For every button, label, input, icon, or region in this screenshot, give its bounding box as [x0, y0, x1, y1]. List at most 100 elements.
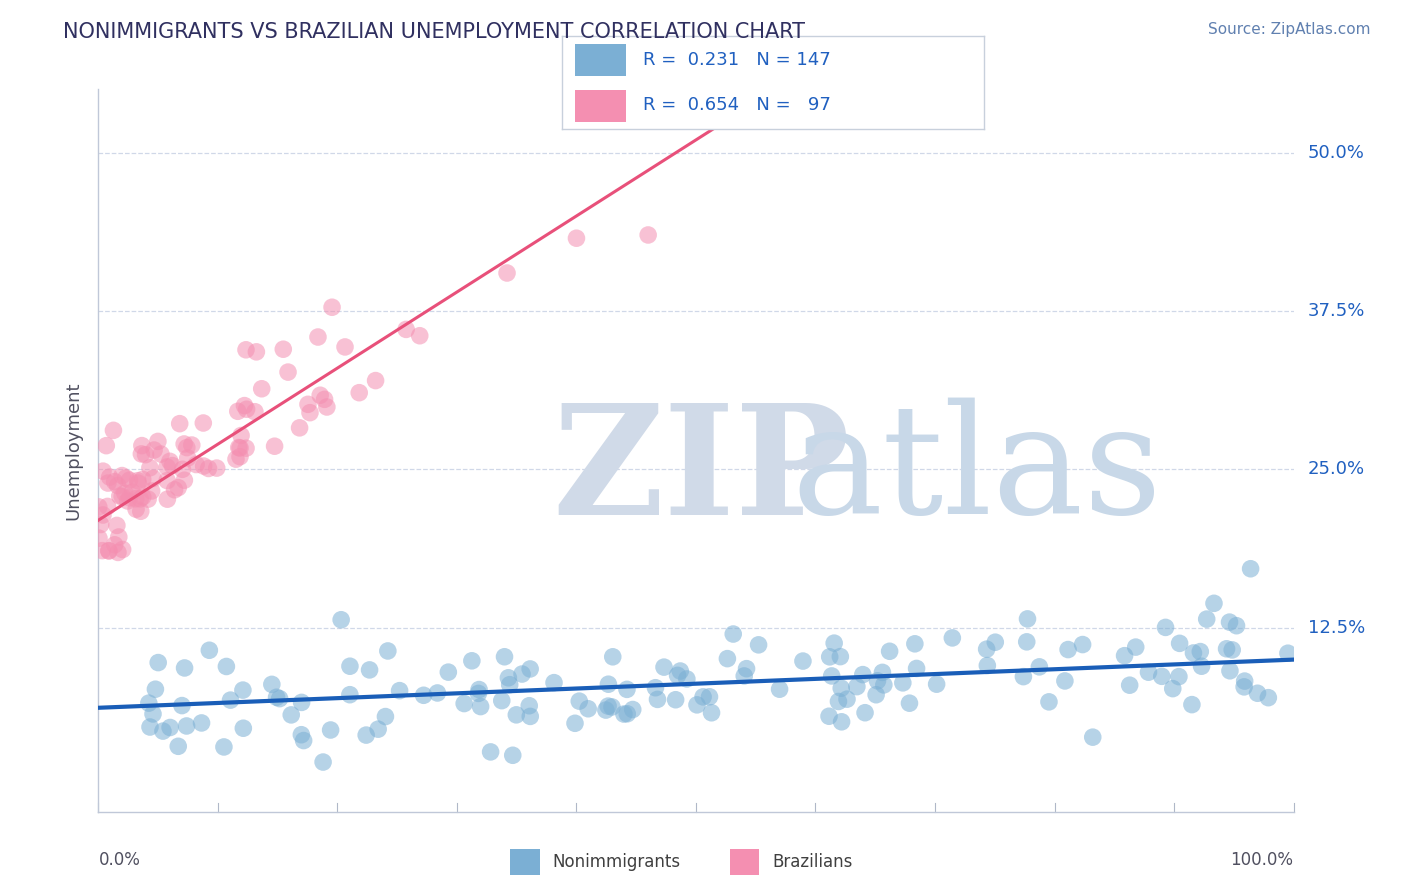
Point [225, 452, 247, 467]
Point [644, 681, 666, 695]
Point [226, 404, 249, 418]
Point [129, 491, 152, 506]
Point [97, 543, 120, 558]
Point [177, 450, 200, 465]
Point [872, 665, 894, 680]
Point [505, 707, 527, 722]
Point [1218, 615, 1240, 629]
Point [297, 397, 319, 411]
Point [821, 669, 844, 683]
Point [359, 663, 381, 677]
Point [852, 667, 875, 681]
Point [163, 483, 186, 497]
Point [827, 694, 849, 708]
Point [125, 491, 148, 506]
Point [105, 518, 128, 533]
Point [315, 400, 337, 414]
Point [152, 724, 174, 739]
Point [461, 654, 484, 668]
Point [347, 385, 370, 400]
Point [197, 461, 219, 475]
Y-axis label: Unemployment: Unemployment [65, 381, 83, 520]
Point [1118, 678, 1140, 692]
Point [104, 475, 127, 489]
Point [818, 649, 841, 664]
Point [437, 665, 460, 680]
Text: Source: ZipAtlas.com: Source: ZipAtlas.com [1208, 22, 1371, 37]
Point [145, 682, 167, 697]
Point [111, 468, 134, 483]
Point [768, 682, 790, 697]
Point [831, 714, 853, 729]
Point [97, 476, 120, 491]
Point [1277, 646, 1299, 660]
Bar [575, 44, 626, 76]
Point [666, 668, 689, 682]
Point [468, 682, 491, 697]
Point [502, 748, 524, 763]
Point [621, 702, 644, 716]
Point [792, 654, 814, 668]
Point [172, 462, 194, 476]
Point [212, 739, 235, 754]
Point [845, 680, 868, 694]
Point [125, 502, 148, 516]
Point [866, 673, 889, 688]
Point [98, 544, 121, 558]
Point [905, 661, 928, 675]
Point [510, 667, 533, 681]
Point [1012, 670, 1035, 684]
Point [412, 688, 434, 702]
Point [135, 448, 157, 462]
Bar [730, 848, 759, 875]
Point [613, 707, 636, 722]
Point [1154, 620, 1177, 634]
Point [519, 662, 541, 676]
Point [1114, 648, 1136, 663]
Point [1081, 730, 1104, 744]
Point [205, 461, 228, 475]
Point [141, 483, 163, 498]
Point [173, 437, 195, 451]
Point [853, 706, 876, 720]
Point [263, 439, 285, 453]
Point [595, 703, 617, 717]
Point [107, 545, 129, 559]
Point [292, 733, 315, 747]
Point [600, 700, 623, 714]
Point [716, 651, 738, 665]
Point [395, 322, 418, 336]
Point [941, 631, 963, 645]
Point [835, 692, 858, 706]
Text: atlas: atlas [792, 398, 1163, 547]
Point [823, 636, 845, 650]
Point [132, 472, 155, 486]
Point [1057, 642, 1080, 657]
Point [669, 664, 692, 678]
Point [235, 441, 257, 455]
Point [142, 706, 165, 721]
Point [266, 690, 288, 705]
Point [467, 686, 489, 700]
Text: 12.5%: 12.5% [1308, 619, 1365, 637]
Point [1150, 669, 1173, 683]
Point [498, 671, 520, 685]
Point [723, 627, 745, 641]
Point [1189, 644, 1212, 658]
Point [735, 662, 758, 676]
Text: Nonimmigrants: Nonimmigrants [553, 853, 681, 871]
Point [564, 716, 586, 731]
Point [162, 458, 184, 473]
Point [898, 696, 921, 710]
Point [377, 644, 399, 658]
Point [159, 721, 181, 735]
Point [232, 721, 254, 735]
Point [96, 439, 118, 453]
Point [288, 421, 311, 435]
Point [873, 678, 896, 692]
Point [1071, 638, 1094, 652]
Point [1257, 690, 1279, 705]
Point [142, 471, 165, 485]
Point [108, 530, 131, 544]
Point [309, 388, 332, 402]
